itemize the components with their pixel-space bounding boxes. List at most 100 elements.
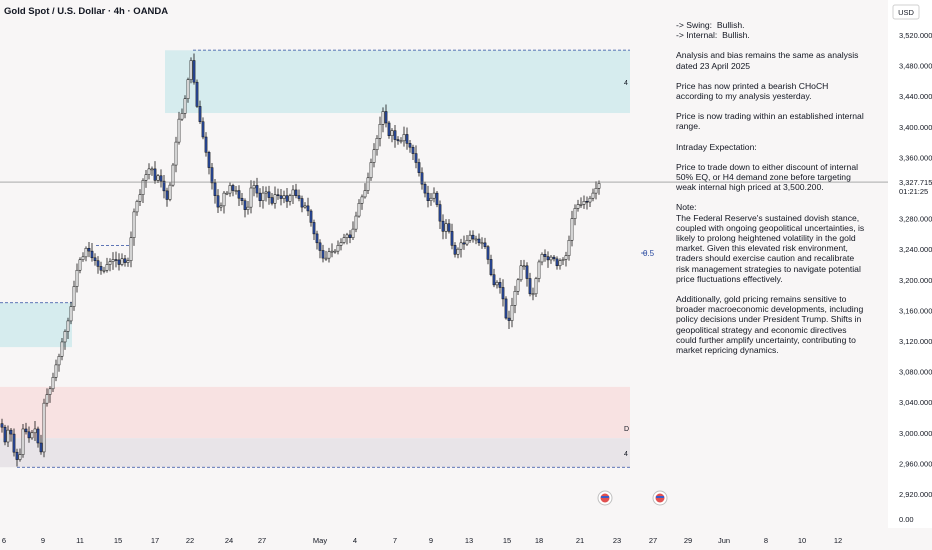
- currency-label[interactable]: USD: [898, 8, 914, 17]
- date-tick-label: 8: [764, 536, 768, 545]
- candle-body: [483, 242, 487, 247]
- candle-body: [267, 191, 271, 198]
- candle-body: [408, 143, 412, 148]
- candle-body: [474, 238, 478, 241]
- zone-label-4-top: 4: [624, 80, 628, 87]
- candle-body: [519, 265, 523, 281]
- candle-body: [117, 259, 121, 265]
- candle-body: [399, 140, 403, 143]
- price-axis[interactable]: USD 3,520.000 3,480.000 3,440.000 3,400.000…: [888, 0, 932, 528]
- candle-body: [240, 197, 244, 201]
- candle-body: [159, 175, 163, 182]
- candle-body: [198, 106, 202, 122]
- candle-body: [57, 356, 61, 366]
- candle-body: [387, 122, 391, 136]
- candle-body: [177, 118, 181, 143]
- zone-label-4-bottom: 4: [624, 451, 628, 458]
- candle-body: [93, 257, 97, 261]
- candle-body: [459, 242, 463, 250]
- candle-body: [495, 282, 499, 286]
- candle-body: [510, 305, 514, 321]
- price-tick-label: 3,200.000: [899, 276, 932, 285]
- candle-body: [513, 291, 517, 306]
- candle-body: [339, 242, 343, 246]
- candle-body: [87, 247, 91, 252]
- price-tick-label: 3,400.000: [899, 123, 932, 132]
- calendar-event-icon[interactable]: [597, 490, 613, 506]
- candle-body: [207, 152, 211, 168]
- candle-body: [156, 175, 160, 181]
- candle-body: [477, 238, 481, 244]
- candle-body: [201, 121, 205, 138]
- date-tick-label: 18: [535, 536, 543, 545]
- candle-body: [342, 237, 346, 243]
- candle-body: [585, 201, 589, 203]
- candles-layer: [0, 53, 601, 467]
- candle-body: [444, 223, 448, 232]
- candle-body: [81, 256, 85, 260]
- candle-body: [66, 320, 70, 332]
- analysis-notes: -> Swing: Bullish. -> Internal: Bullish.…: [676, 20, 868, 365]
- candle-body: [141, 180, 145, 195]
- candle-body: [39, 442, 43, 453]
- candle-body: [96, 260, 100, 267]
- current-price-value: 3,327.715: [899, 178, 932, 187]
- date-tick-label: 9: [41, 536, 45, 545]
- candle-body: [72, 286, 76, 307]
- date-tick-label: 29: [684, 536, 692, 545]
- candle-body: [78, 259, 82, 271]
- candle-body: [570, 218, 574, 241]
- date-tick-label: 22: [186, 536, 194, 545]
- candle-body: [216, 195, 220, 208]
- candle-body: [147, 168, 151, 175]
- date-tick-label: 15: [114, 536, 122, 545]
- candle-body: [357, 203, 361, 217]
- candle-body: [63, 331, 67, 343]
- date-tick-label: 12: [834, 536, 842, 545]
- countdown-timer: 01:21:25: [899, 187, 928, 196]
- candle-body: [42, 402, 46, 453]
- candle-body: [438, 204, 442, 222]
- price-tick-label: 3,160.000: [899, 306, 932, 315]
- candle-body: [123, 258, 127, 263]
- price-tick-label: 2,920.000: [899, 490, 932, 499]
- candle-body: [435, 192, 439, 205]
- candle-body: [441, 220, 445, 232]
- candle-body: [546, 256, 550, 261]
- price-tick-label: 3,440.000: [899, 92, 932, 101]
- candle-body: [396, 139, 400, 142]
- candle-body: [384, 111, 388, 124]
- candle-body: [564, 255, 568, 260]
- candle-body: [525, 265, 529, 279]
- note-analysis-bias: Analysis and bias remains the same as an…: [676, 50, 861, 71]
- candle-body: [21, 428, 25, 455]
- candle-body: [306, 205, 310, 212]
- candle-body: [579, 204, 583, 206]
- candle-body: [576, 204, 580, 209]
- candle-body: [351, 228, 355, 238]
- calendar-event-icon[interactable]: [652, 490, 668, 506]
- candle-body: [369, 162, 373, 179]
- candle-body: [204, 136, 208, 153]
- fib-0.5-label: 0.5: [643, 249, 655, 258]
- candle-body: [345, 234, 349, 238]
- price-tick-label: 3,360.000: [899, 153, 932, 162]
- candle-body: [105, 264, 109, 271]
- candle-body: [54, 364, 58, 378]
- candle-body: [129, 237, 133, 261]
- time-axis[interactable]: 6 9 11 15 17 22 24 27 May 4 7 9 13 15 18 21 23 27 29 Jun 8 10…: [0, 528, 932, 550]
- date-tick-label: 24: [225, 536, 233, 545]
- candle-body: [153, 168, 157, 181]
- candle-body: [213, 182, 217, 196]
- candle-body: [243, 200, 247, 210]
- candle-body: [162, 180, 166, 192]
- candle-body: [84, 247, 88, 258]
- candle-body: [9, 429, 13, 435]
- candle-body: [264, 191, 268, 194]
- candle-body: [360, 196, 364, 204]
- price-tick-label: 3,040.000: [899, 398, 932, 407]
- candle-body: [24, 428, 28, 433]
- candle-body: [597, 183, 601, 189]
- date-tick-label: 13: [465, 536, 473, 545]
